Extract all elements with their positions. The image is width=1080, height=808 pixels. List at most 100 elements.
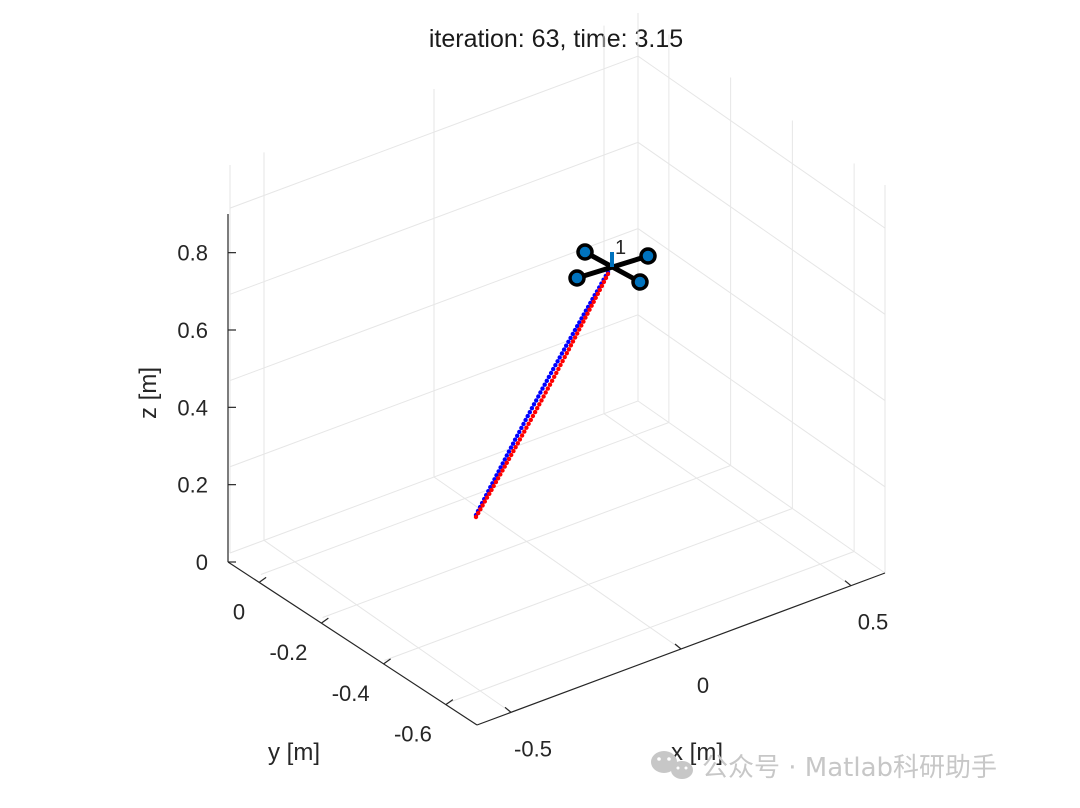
trajectory-point (537, 402, 542, 407)
wechat-icon (651, 751, 693, 779)
z-tick-label: 0.4 (177, 395, 208, 420)
trajectory-point (575, 331, 580, 336)
x-tick-label: -0.5 (514, 736, 552, 761)
trajectory-point (551, 366, 556, 372)
y-tick-mark (321, 617, 329, 624)
trajectory-point (589, 303, 594, 308)
trajectory-point (556, 366, 561, 372)
trajectory-point (543, 390, 548, 395)
trajectory-point (605, 271, 611, 277)
trajectory-point (539, 398, 544, 403)
grid-line (637, 314, 886, 488)
rotor-icon (631, 273, 649, 291)
trajectory-point (522, 429, 527, 434)
trajectory-point (517, 429, 522, 435)
trajectory-point (489, 487, 494, 493)
trajectory-point (570, 331, 575, 337)
trajectory-point (545, 386, 550, 391)
y-tick-label: -0.4 (332, 681, 370, 706)
trajectory-point (577, 327, 582, 332)
trajectory-point (541, 394, 546, 399)
trajectory-point (482, 499, 487, 504)
x-tick-label: 0 (697, 673, 709, 698)
trajectory-point (536, 394, 541, 399)
trajectory-point (568, 343, 574, 348)
trajectory-point (564, 343, 569, 348)
trajectory-point (561, 347, 567, 352)
trajectory-point (498, 472, 503, 477)
trajectory-point (535, 406, 540, 411)
grid-line (263, 539, 512, 713)
z-tick-label: 0.8 (177, 241, 208, 266)
trajectory-point (515, 433, 520, 438)
trajectory-point (599, 283, 605, 289)
x-tick-mark (674, 643, 682, 650)
trajectory-point (583, 315, 588, 320)
trajectory-point (512, 437, 518, 442)
trajectory-point (495, 476, 501, 481)
trajectory-point (593, 295, 598, 300)
trajectory-point (534, 398, 539, 403)
chart-title: iteration: 63, time: 3.15 (429, 25, 683, 53)
x-tick-label: 0.5 (858, 610, 889, 635)
trajectory-point (493, 479, 499, 485)
trajectory-point (480, 503, 485, 508)
watermark-text: 公众号 · Matlab科研助手 (702, 753, 997, 783)
trajectory-point (524, 425, 529, 430)
trajectory-point (517, 437, 523, 442)
grid-line (637, 400, 886, 574)
trajectory-point (566, 339, 571, 344)
trajectory-point (553, 363, 558, 368)
drone-id-label: 1 (615, 237, 626, 259)
trajectory-point (506, 449, 512, 454)
trajectory-point (538, 390, 543, 395)
trajectory-point (557, 355, 562, 360)
trajectory-point (509, 452, 514, 458)
trajectory-point (572, 335, 578, 340)
y-tick-label: -0.6 (394, 722, 432, 747)
trajectory-point (544, 378, 549, 383)
x-tick-mark (504, 706, 512, 713)
trajectory-point (510, 441, 516, 446)
rotor-icon (639, 247, 657, 265)
trajectory-point (603, 275, 609, 281)
trajectory-point (527, 410, 532, 415)
z-tick-label: 0 (196, 550, 208, 575)
trajectory-point (581, 319, 586, 324)
trajectory-point (546, 374, 552, 380)
trajectory-point (585, 311, 590, 316)
y-tick-mark (445, 699, 454, 706)
watermark: 公众号 · Matlab科研助手 (651, 751, 997, 783)
trajectory-point (473, 514, 479, 520)
trajectory-point (521, 421, 526, 427)
trajectory-point (476, 510, 481, 516)
trajectory-point (478, 507, 483, 512)
trajectory-point (587, 307, 592, 312)
rotor-icon (576, 243, 594, 261)
trajectory-point (549, 378, 555, 383)
trajectory-point (491, 483, 496, 489)
grid-line (637, 55, 886, 229)
trajectory-point (519, 425, 524, 431)
trajectory-point (528, 417, 533, 423)
grid-line (433, 476, 682, 650)
trajectory-point (515, 441, 520, 446)
trajectory-point (591, 299, 596, 304)
trajectory-point (525, 413, 530, 419)
trajectory-point (560, 358, 565, 364)
trajectory-point (572, 327, 578, 333)
trajectory-point (552, 374, 557, 379)
trajectory-point (566, 347, 572, 352)
trajectory-point (529, 406, 535, 411)
grid-lines (229, 13, 886, 713)
trajectory-point (558, 362, 563, 368)
trajectory-point (487, 491, 492, 496)
y-tick-label: 0 (233, 599, 245, 624)
trajectory-point (508, 445, 514, 450)
trajectory-point (531, 402, 537, 407)
trajectory-point (502, 464, 507, 469)
x-tick-mark (844, 580, 852, 587)
trajectory-point (559, 351, 565, 356)
quadrotor-drone: 1 (568, 237, 657, 291)
